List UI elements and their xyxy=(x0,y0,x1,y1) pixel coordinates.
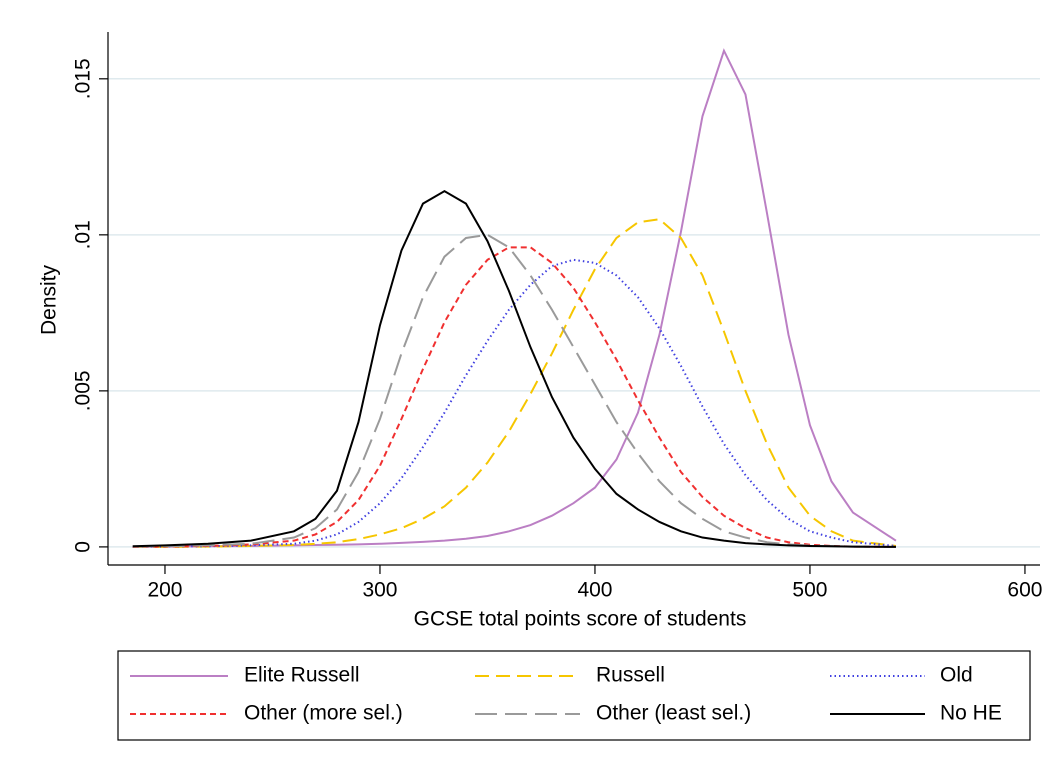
series-line xyxy=(132,246,896,548)
legend-label: Other (least sel.) xyxy=(596,702,751,725)
x-tick-label: 300 xyxy=(362,579,397,602)
y-tick-label: .01 xyxy=(72,220,95,249)
y-tick-label: .005 xyxy=(72,370,95,411)
x-tick-label: 400 xyxy=(577,579,612,602)
x-tick-label: 500 xyxy=(792,579,827,602)
series-line xyxy=(132,189,896,548)
x-axis-label: GCSE total points score of students xyxy=(414,608,747,631)
legend-label: Russell xyxy=(596,664,665,687)
y-tick-label: 0 xyxy=(72,541,95,553)
y-tick-label: .015 xyxy=(72,58,95,99)
legend-label: Elite Russell xyxy=(244,664,360,687)
legend-label: Old xyxy=(940,664,973,687)
legend-label: No HE xyxy=(940,702,1002,725)
y-axis-label: Density xyxy=(38,264,61,335)
series-line xyxy=(132,48,897,548)
series-line xyxy=(132,233,896,548)
legend-label: Other (more sel.) xyxy=(244,702,403,725)
x-tick-label: 200 xyxy=(147,579,182,602)
x-tick-label: 600 xyxy=(1007,579,1042,602)
legend-box xyxy=(117,650,1031,741)
